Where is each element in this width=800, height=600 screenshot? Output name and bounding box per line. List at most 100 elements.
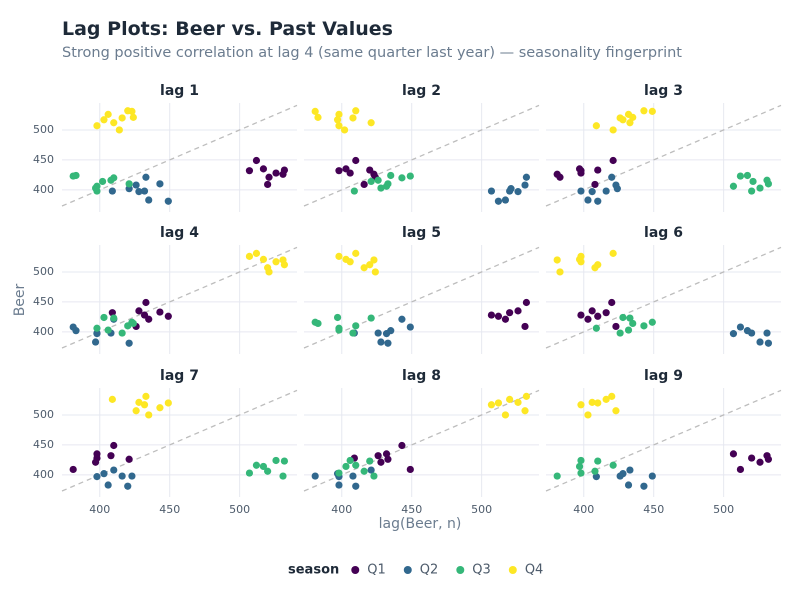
point [360,180,368,189]
point [594,166,602,174]
point [335,326,343,334]
point [406,323,414,331]
reference-line [545,104,782,207]
point [764,339,773,347]
point [164,312,172,320]
point [514,307,522,315]
point [314,319,322,328]
point [142,298,150,307]
point [352,322,360,330]
reference-line [61,246,298,349]
point [342,165,350,173]
point [135,188,143,196]
point [591,180,599,189]
point [107,176,115,184]
point [93,473,101,481]
point [104,110,112,118]
point [367,177,375,186]
point [108,187,116,195]
point [592,324,600,332]
point [259,255,268,263]
y-tick-label: 400 [33,468,54,481]
point [374,329,382,337]
legend-marker [403,566,412,574]
point [763,452,771,460]
point [387,171,395,180]
point [584,315,592,323]
point [619,313,627,322]
point [494,399,503,407]
point [591,467,599,475]
point [125,339,133,347]
point [629,113,637,121]
strip-title: lag 5 [402,225,441,241]
point [367,119,375,127]
point [335,252,343,260]
reference-line [303,104,540,207]
point [140,187,149,195]
point [748,454,756,462]
point [72,171,80,180]
point [352,107,360,115]
legend-title: season [288,563,339,578]
point [521,181,529,189]
point [272,456,280,465]
point [487,401,496,409]
point [624,481,633,489]
point [588,307,596,315]
point [129,113,137,121]
strip-title: lag 1 [160,83,199,99]
point [93,324,101,332]
y-tick-label: 450 [33,438,54,451]
point [577,311,585,319]
panel: lag 8 400 450 500 [303,368,540,516]
panel: lag 7 400 450 500 400 450 500 [33,368,298,516]
x-tick-label: 450 [643,503,664,516]
panel: lag 1 400 450 500 [33,83,298,212]
x-tick-label: 400 [89,503,110,516]
chart-subtitle: Strong positive correlation at lag 4 (sa… [62,45,682,61]
point [594,457,602,465]
point [156,180,164,188]
x-tick-label: 500 [471,503,492,516]
point [584,411,592,419]
point [118,114,126,122]
reference-line [303,389,540,492]
point [398,315,406,323]
strip-title: lag 4 [160,225,199,241]
point [487,187,496,195]
point [729,330,738,338]
y-tick-label: 450 [33,153,54,166]
point [135,307,143,315]
point [252,156,261,165]
point [142,173,150,181]
point [556,268,564,276]
point [140,401,149,409]
x-axis-label: lag(Beer, n) [379,516,462,532]
point [352,249,360,257]
point [367,314,375,322]
point [522,298,531,307]
point [335,110,343,118]
point [245,167,254,175]
point [594,399,602,407]
point [609,126,617,134]
panel: lag 6 [545,225,782,354]
point [588,188,596,196]
point [311,107,319,115]
point [124,482,132,490]
strip-title: lag 9 [644,368,683,384]
legend-label: Q2 [420,563,439,578]
point [398,174,406,182]
point [252,249,261,257]
point [272,169,280,177]
point [384,455,392,463]
point [494,197,503,205]
point [591,264,599,272]
point [342,255,350,263]
point [374,452,382,460]
point [352,482,360,490]
point [602,395,610,403]
point [340,126,349,134]
reference-line [545,389,782,492]
